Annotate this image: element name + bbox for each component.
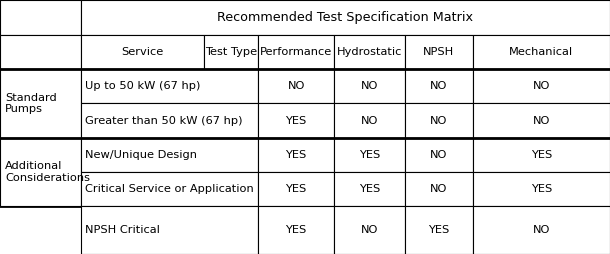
Bar	[81, 103, 258, 138]
Text: NO: NO	[533, 225, 550, 235]
Text: YES: YES	[285, 116, 307, 125]
Bar	[0, 138, 81, 206]
Bar	[81, 0, 610, 35]
Text: NO: NO	[361, 81, 378, 91]
Bar	[473, 206, 610, 254]
Text: YES: YES	[285, 225, 307, 235]
Text: NO: NO	[430, 81, 448, 91]
Text: NO: NO	[533, 116, 550, 125]
Text: YES: YES	[531, 184, 552, 194]
Bar	[334, 69, 405, 103]
Bar	[334, 172, 405, 206]
Bar	[405, 172, 473, 206]
Bar	[473, 172, 610, 206]
Bar	[0, 0, 81, 35]
Text: YES: YES	[359, 184, 380, 194]
Bar	[81, 138, 258, 172]
Text: NPSH: NPSH	[423, 47, 454, 57]
Text: Mechanical: Mechanical	[509, 47, 573, 57]
Bar	[405, 206, 473, 254]
Bar	[258, 206, 334, 254]
Bar	[405, 35, 473, 69]
Text: Test Type: Test Type	[205, 47, 257, 57]
Text: Additional
Considerations: Additional Considerations	[5, 161, 90, 183]
Bar	[473, 103, 610, 138]
Bar	[258, 138, 334, 172]
Text: YES: YES	[285, 150, 307, 160]
Bar	[334, 138, 405, 172]
Text: Recommended Test Specification Matrix: Recommended Test Specification Matrix	[217, 11, 473, 24]
Text: Greater than 50 kW (67 hp): Greater than 50 kW (67 hp)	[85, 116, 243, 125]
Bar	[81, 69, 258, 103]
Bar	[0, 69, 81, 138]
Bar	[204, 35, 258, 69]
Text: NO: NO	[361, 116, 378, 125]
Bar	[473, 69, 610, 103]
Bar	[81, 172, 258, 206]
Bar	[405, 69, 473, 103]
Bar	[258, 35, 334, 69]
Text: YES: YES	[428, 225, 450, 235]
Bar	[0, 35, 81, 69]
Bar	[473, 35, 610, 69]
Text: Performance: Performance	[260, 47, 332, 57]
Text: Standard
Pumps: Standard Pumps	[5, 93, 57, 114]
Bar	[0, 0, 610, 206]
Text: NO: NO	[287, 81, 305, 91]
Text: NPSH Critical: NPSH Critical	[85, 225, 160, 235]
Bar	[334, 206, 405, 254]
Text: Up to 50 kW (67 hp): Up to 50 kW (67 hp)	[85, 81, 201, 91]
Text: NO: NO	[430, 116, 448, 125]
Bar	[258, 172, 334, 206]
Text: Critical Service or Application: Critical Service or Application	[85, 184, 254, 194]
Bar	[258, 103, 334, 138]
Text: YES: YES	[531, 150, 552, 160]
Text: Hydrostatic: Hydrostatic	[337, 47, 403, 57]
Bar	[81, 206, 258, 254]
Bar	[405, 103, 473, 138]
Text: YES: YES	[359, 150, 380, 160]
Bar	[81, 35, 204, 69]
Text: New/Unique Design: New/Unique Design	[85, 150, 198, 160]
Bar	[334, 103, 405, 138]
Text: NO: NO	[430, 184, 448, 194]
Text: NO: NO	[361, 225, 378, 235]
Text: Service: Service	[121, 47, 163, 57]
Text: NO: NO	[430, 150, 448, 160]
Text: YES: YES	[285, 184, 307, 194]
Bar	[258, 69, 334, 103]
Bar	[334, 35, 405, 69]
Bar	[405, 138, 473, 172]
Bar	[473, 138, 610, 172]
Text: NO: NO	[533, 81, 550, 91]
